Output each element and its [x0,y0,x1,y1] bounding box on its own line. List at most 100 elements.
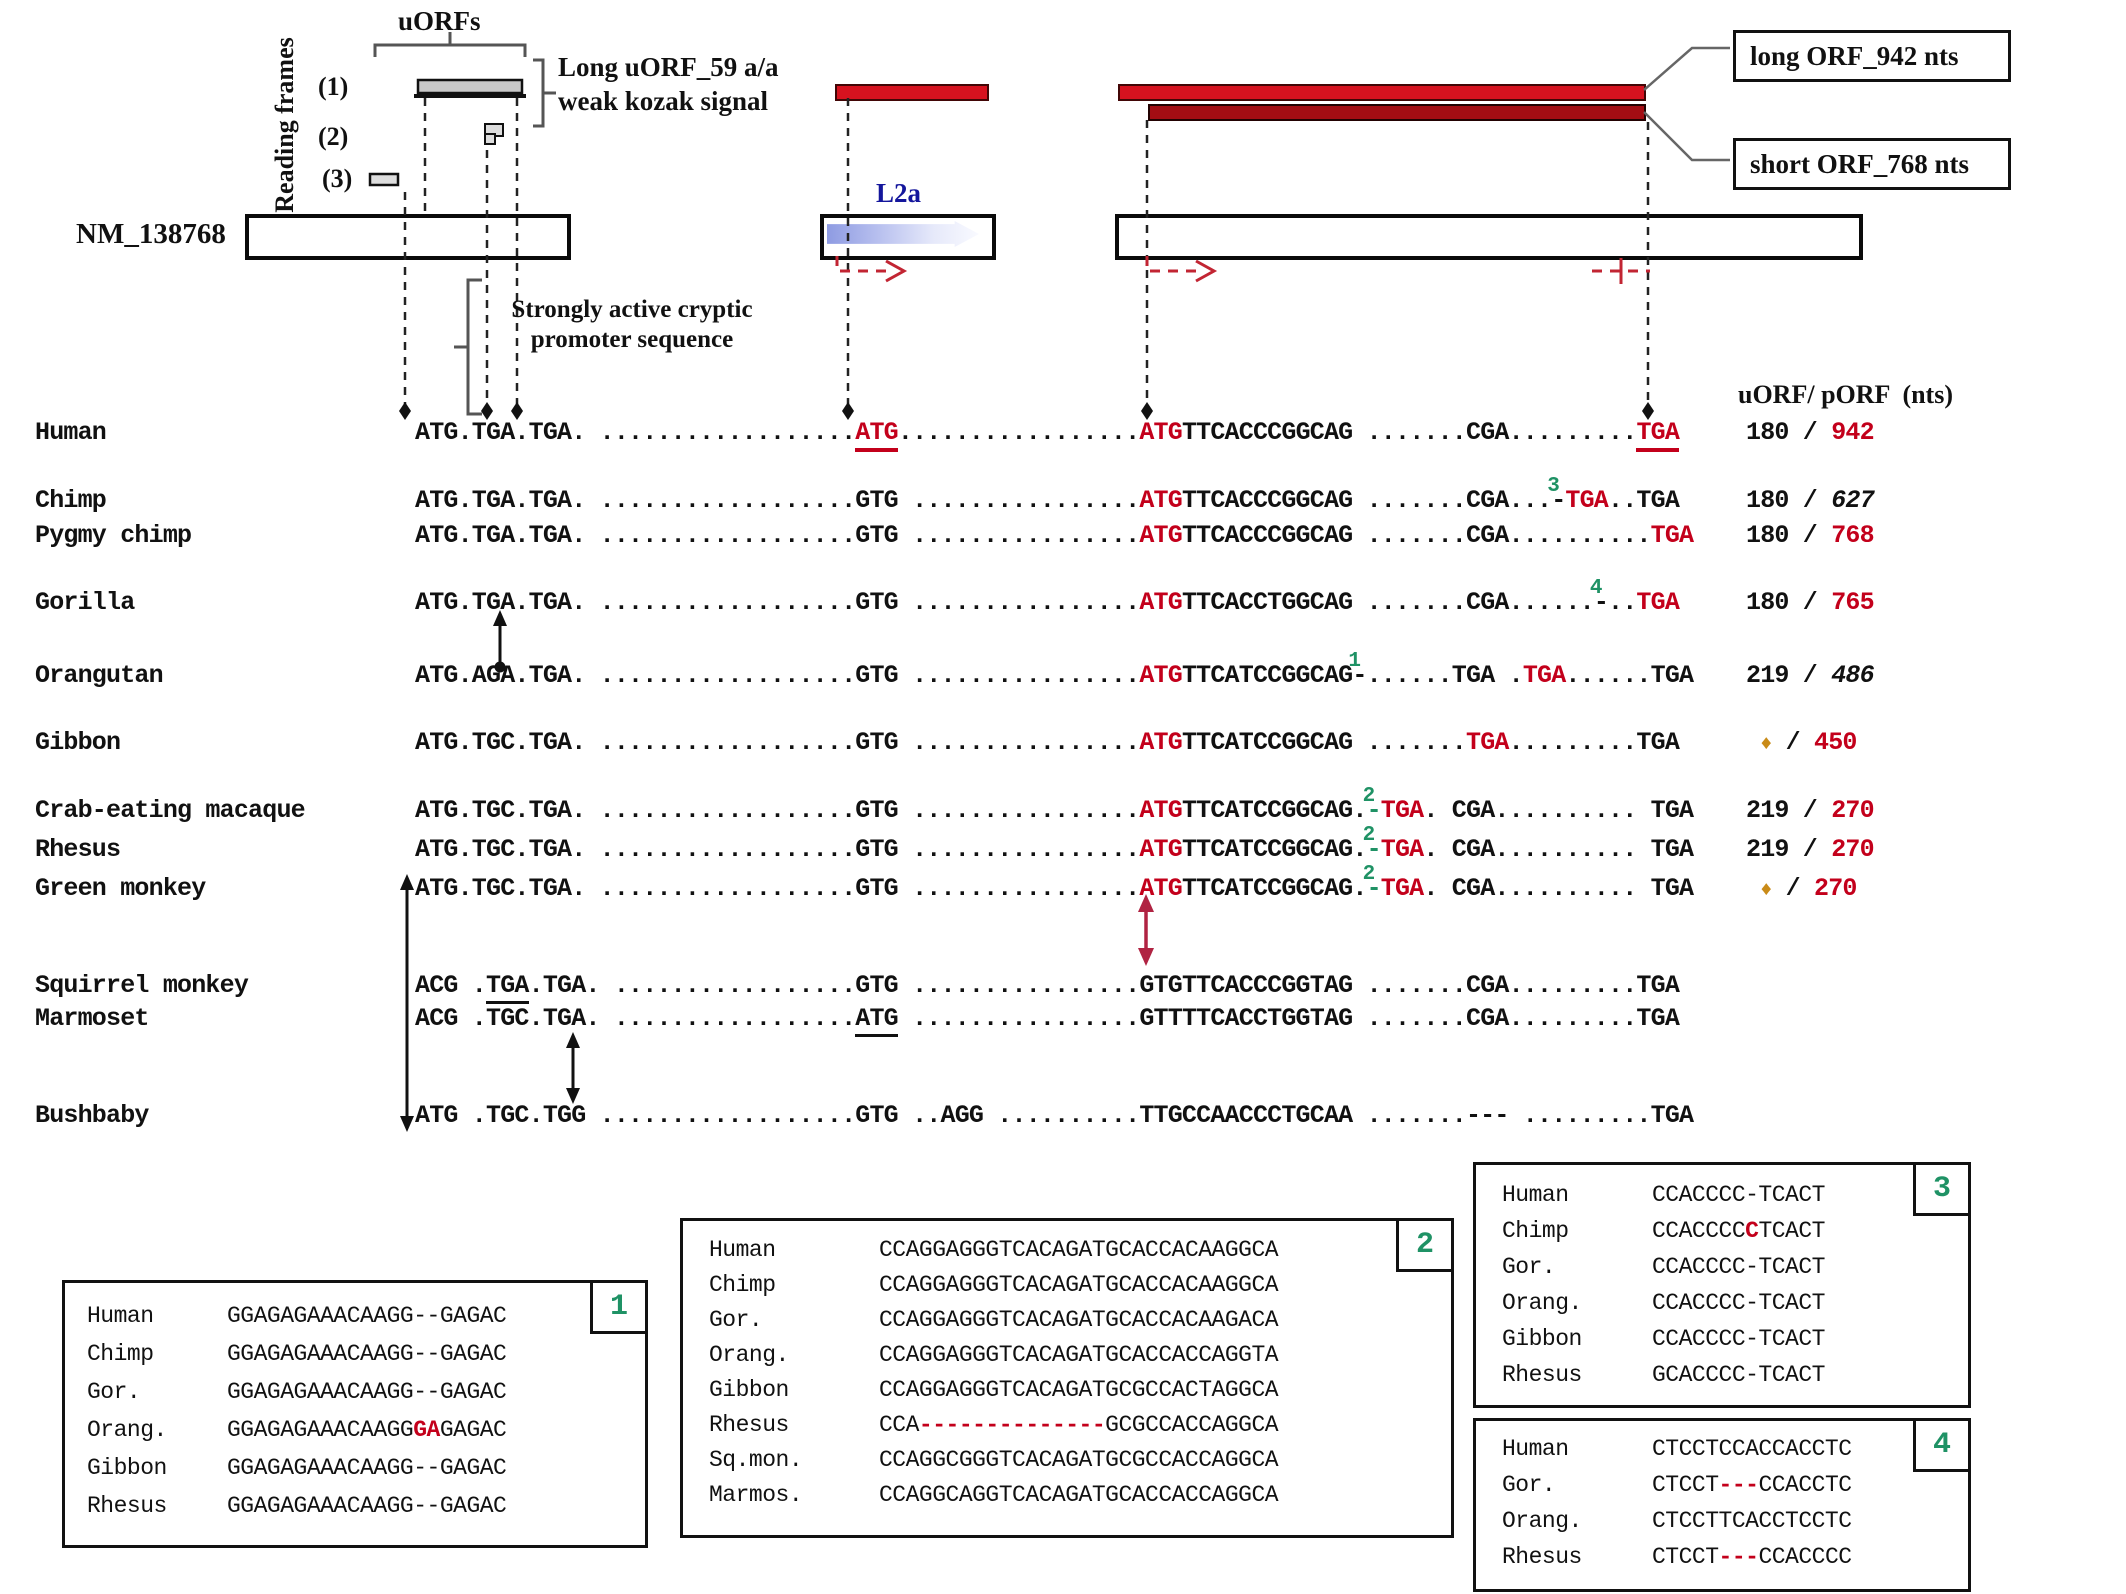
sequence-text: CCAGGAGGGTCACAGATGCACCACCAGGTA [879,1342,1279,1368]
species-name: Pygmy chimp [35,521,192,550]
seq-segment: TGA [1636,588,1680,617]
inset-row-gibbon: Gibbon CCAGGAGGGTCACAGATGCGCCACTAGGCA [709,1373,1451,1408]
seq-segment: ATG .TGC.TGG ..................GTG ..AGG… [415,1101,1694,1130]
seq-segment: 270 [1831,796,1874,825]
seq-segment: ATG.TGA.TGA. .................. [415,418,856,447]
species-name: Orang. [1502,1508,1582,1534]
seq-segment: TGA [1650,521,1694,550]
seq-segment: CCAGGCGGGTCACAGATGCGCCACCAGGCA [879,1447,1279,1473]
promoter-bracket [454,278,482,416]
seq-segment: TGA [1380,874,1424,903]
sequence-text: GGAGAGAAACAAGGGAGAGAC [227,1417,507,1443]
seq-segment: TGA [1466,728,1509,757]
alignment-row-crab-eating-macaque: Crab-eating macaque ATG.TGC.TGA. ........… [0,785,2126,826]
seq-segment: CTCCTTCACCTCCTC [1652,1508,1852,1534]
seq-segment: CTCCT [1652,1544,1719,1570]
inset-row-human: Human GGAGAGAAACAAGG--GAGAC [87,1297,645,1335]
seq-segment: 219 / [1746,835,1832,864]
seq-segment: 942 [1831,418,1874,447]
sequence-text: CCAGGCAGGTCACAGATGCACCACCAGGCA [879,1482,1279,1508]
species-name: Chimp [87,1341,154,1367]
frame-1-label: (1) [318,72,349,101]
seq-segment: CCACCCC-TCACT [1652,1326,1825,1352]
species-name: Orang. [709,1342,789,1368]
seq-segment: ATG.TGC.TGA. ..................GTG .....… [415,728,1140,757]
seq-segment: ATG [1139,874,1182,903]
inset-row-rhesus: Rhesus CCA--------------GCGCCACCAGGCA [709,1408,1451,1443]
seq-segment: ATG [1139,796,1182,825]
alignment-row-squirrel-monkey: Squirrel monkey ACG .TGA.TGA. ...........… [0,971,2126,1004]
seq-segment [1746,728,1760,757]
alignment-row-rhesus: Rhesus ATG.TGC.TGA. ..................GTG… [0,824,2126,865]
l2a-repeat-arrow-icon [827,221,979,247]
species-name: Human [1502,1436,1569,1462]
seq-segment: CCACCCC [1758,1544,1852,1570]
seq-segment: GGAGAGAAACAAGG--GAGAC [227,1303,507,1329]
seq-segment: CTCCTCCACCACCTC [1652,1436,1852,1462]
seq-segment: ATG [855,418,899,452]
seq-segment: ATG [1139,728,1182,757]
inset-box-number: 1 [590,1283,645,1334]
seq-segment: GAGAC [439,1417,507,1443]
species-name: Marmos. [709,1482,803,1508]
seq-segment: ACG . [415,971,487,1000]
long-uorf-note-line1: Long uORF_59 a/a [558,52,779,82]
orf-length-values: 219 / 486 [1746,661,1875,690]
sequence-text: GGAGAGAAACAAGG--GAGAC [227,1379,507,1405]
sequence-text: CTCCT---CCACCTC [1652,1472,1852,1498]
sequence-text: CTCCTCCACCACCTC [1652,1436,1852,1462]
seq-segment: CCACCCC-TCACT [1652,1290,1825,1316]
sequence-text: ATG.TGC.TGA. ..................GTG .....… [415,785,1694,825]
long-uorf-note-line2: weak kozak signal [558,86,769,116]
alignment-row-bushbaby: Bushbaby ATG .TGC.TGG ..................G… [0,1101,2126,1131]
seq-segment: CCACCCC-TCACT [1652,1254,1825,1280]
transcript-id-label: NM_138768 [76,218,226,250]
alignment-row-pygmy-chimp: Pygmy chimp ATG.TGA.TGA. ................… [0,521,2126,551]
seq-segment: CCAGGAGGGTCACAGATGCACCACCAGGTA [879,1342,1279,1368]
species-name: Human [35,418,107,447]
inset-row-rhesus: Rhesus GCACCCC-TCACT [1502,1357,1968,1393]
seq-segment: ATG.TGC.TGA. ..................GTG .....… [415,835,1140,864]
inset-box-number: 4 [1913,1421,1968,1472]
seq-segment: . CGA.......... TGA [1423,796,1694,825]
seq-segment: TTCATCCGGCAG [1181,661,1353,690]
inset-row-gibbon: Gibbon GGAGAGAAACAAGG--GAGAC [87,1449,645,1487]
seq-segment: TTCATCCGGCAG. [1181,796,1367,825]
inset-row-rhesus: Rhesus GGAGAGAAACAAGG--GAGAC [87,1487,645,1525]
sequence-text: GGAGAGAAACAAGG--GAGAC [227,1455,507,1481]
inset-row-orang: Orang. CTCCTTCACCTCCTC [1502,1503,1968,1539]
species-name: Rhesus [1502,1544,1582,1570]
frame-3-label: (3) [322,164,353,193]
seq-segment: ♦ [1760,879,1772,902]
species-name: Gibbon [709,1377,789,1403]
alignment-row-marmoset: Marmoset ACG .TGC.TGA. .................A… [0,1004,2126,1037]
alignment-row-human: Human ATG.TGA.TGA. ..................ATG.… [0,418,2126,452]
inset-box-number: 2 [1396,1221,1451,1272]
seq-segment: ATG.TGA.TGA. ..................GTG .....… [415,486,1140,515]
seq-segment: CCAGGAGGGTCACAGATGCACCACAAGGCA [879,1237,1279,1263]
seq-segment: ATG.TGC.TGA. ..................GTG .....… [415,796,1140,825]
alignment-row-gibbon: Gibbon ATG.TGC.TGA. ..................GTG… [0,728,2126,758]
seq-segment: .TGA. .................GTG .............… [528,971,1680,1000]
alignment-row-orangutan: Orangutan ATG.AGA.TGA. ..................… [0,650,2126,691]
species-name: Rhesus [35,835,121,864]
promoter-note-line2: promoter sequence [530,326,734,353]
sequence-text: GGAGAGAAACAAGG--GAGAC [227,1341,507,1367]
sequence-text: CCACCCC-TCACT [1652,1254,1825,1280]
seq-segment: TTCATCCGGCAG ....... [1181,728,1467,757]
inset-row-chimp: Chimp CCACCCCCTCACT [1502,1213,1968,1249]
species-name: Gor. [87,1379,141,1405]
seq-segment: ATG.TGC.TGA. ..................GTG .....… [415,874,1140,903]
orf-length-values: 180 / 768 [1746,521,1875,550]
inset-row-orang: Orang. CCAGGAGGGTCACAGATGCACCACCAGGTA [709,1338,1451,1373]
uorf-red-bar [835,84,989,101]
species-name: Sq.mon. [709,1447,803,1473]
sequence-text: ATG.TGC.TGA. ..................GTG .....… [415,863,1694,903]
species-name: Chimp [1502,1218,1569,1244]
orf-label-connectors [1643,46,1730,162]
seq-segment: -------------- [918,1412,1106,1438]
species-name: Gibbon [1502,1326,1582,1352]
inset-box-4: 4 Human CTCCTCCACCACCTC Gor. CTCCT---CCACCTC… [1473,1418,1971,1592]
seq-segment: ATG [1139,486,1182,515]
species-span-arrow [400,874,414,1132]
